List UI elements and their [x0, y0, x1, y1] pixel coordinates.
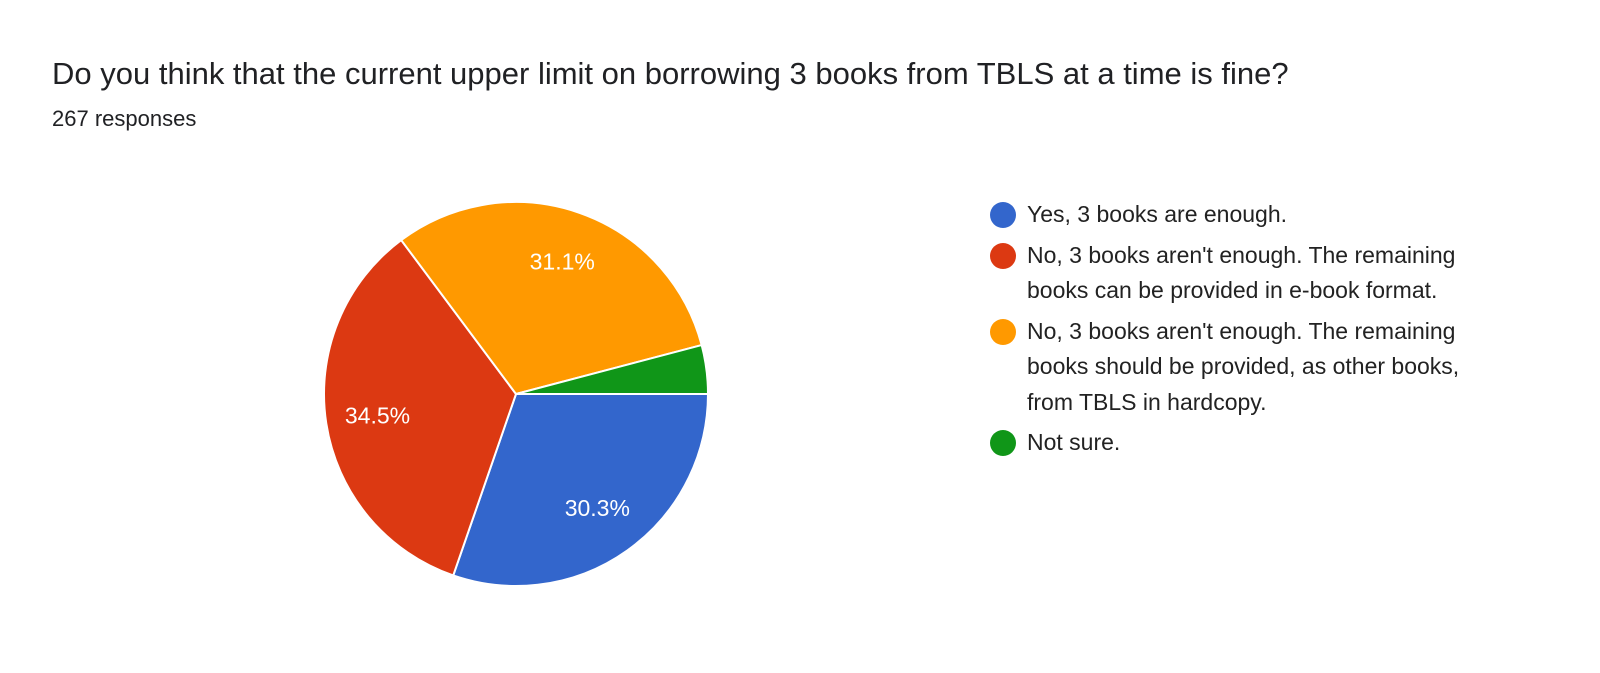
legend-swatch: [990, 318, 1016, 345]
legend-label: Yes, 3 books are enough.: [1027, 201, 1288, 227]
legend-item[interactable]: Not sure.: [990, 426, 1490, 461]
legend-swatch: [990, 242, 1016, 269]
legend-swatch: [990, 430, 1016, 456]
legend-label: No, 3 books aren't enough. The remaining…: [1027, 317, 1460, 415]
pie-slice[interactable]: [451, 393, 710, 587]
pie-slice[interactable]: [399, 201, 703, 396]
response-count: 267 responses: [52, 106, 197, 131]
legend-item[interactable]: No, 3 books aren't enough. The remaining…: [990, 315, 1490, 421]
slice-data-label: 30.3%: [565, 495, 630, 521]
legend-label: No, 3 books aren't enough. The remaining…: [1027, 241, 1456, 304]
slice-data-label: 34.5%: [345, 402, 410, 428]
pie-slice[interactable]: [323, 238, 518, 577]
legend-item[interactable]: Yes, 3 books are enough.: [990, 198, 1490, 233]
legend-item[interactable]: No, 3 books aren't enough. The remaining…: [990, 239, 1490, 309]
legend: Yes, 3 books are enough. No, 3 books are…: [990, 198, 1490, 467]
legend-swatch: [990, 202, 1016, 228]
legend-label: Not sure.: [1027, 429, 1121, 455]
chart-title: Do you think that the current upper limi…: [52, 56, 1289, 91]
slice-data-label: 31.1%: [530, 249, 595, 275]
pie-slice[interactable]: [515, 343, 710, 395]
